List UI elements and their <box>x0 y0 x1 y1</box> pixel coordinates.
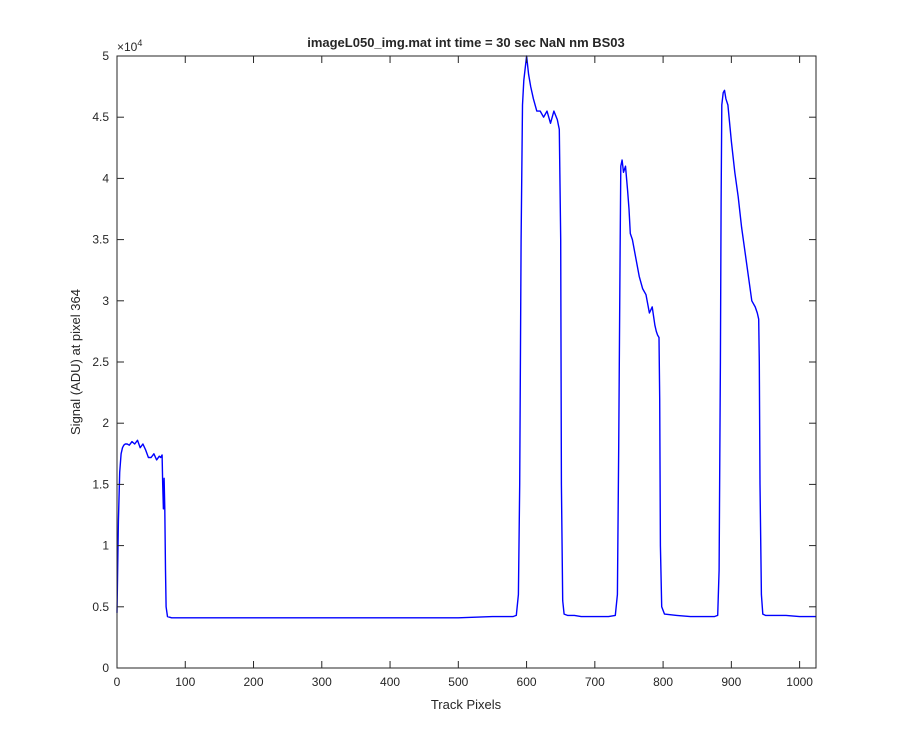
x-tick-label: 500 <box>448 675 468 689</box>
y-tick-label: 3 <box>102 294 109 308</box>
y-tick-label: 3.5 <box>92 233 109 247</box>
x-tick-label: 800 <box>653 675 673 689</box>
series-layer <box>116 55 816 619</box>
y-tick-label: 2 <box>102 416 109 430</box>
x-tick-label: 400 <box>380 675 400 689</box>
y-axis-multiplier-base: ×10 <box>117 40 138 54</box>
x-tick-label: 100 <box>175 675 195 689</box>
y-axis-multiplier: ×104 <box>117 38 142 54</box>
x-tick-label: 300 <box>312 675 332 689</box>
y-axis-label: Signal (ADU) at pixel 364 <box>68 289 83 435</box>
y-tick-label: 1 <box>102 539 109 553</box>
x-tick-label: 900 <box>721 675 741 689</box>
x-tick-label: 600 <box>517 675 537 689</box>
y-tick-label: 5 <box>102 49 109 63</box>
y-tick-label: 2.5 <box>92 355 109 369</box>
x-tick-label: 700 <box>585 675 605 689</box>
y-tick-label: 0.5 <box>92 600 109 614</box>
tick-layer: 0 100 200 300 400 500 600 700 800 900 1000 0 0.5 1 1.5… <box>92 49 816 689</box>
chart-title: imageL050_img.mat int time = 30 sec NaN … <box>307 35 625 50</box>
series-line-0 <box>116 55 816 619</box>
y-tick-label: 4 <box>102 171 109 185</box>
plot-area <box>117 56 816 668</box>
x-tick-label: 1000 <box>786 675 813 689</box>
x-tick-label: 0 <box>114 675 121 689</box>
axes-frame <box>116 55 817 669</box>
y-tick-label: 0 <box>102 661 109 675</box>
y-tick-label: 4.5 <box>92 110 109 124</box>
x-axis-label: Track Pixels <box>431 697 502 712</box>
y-axis-multiplier-exponent: 4 <box>137 38 142 48</box>
x-tick-label: 200 <box>244 675 264 689</box>
y-tick-label: 1.5 <box>92 477 109 491</box>
